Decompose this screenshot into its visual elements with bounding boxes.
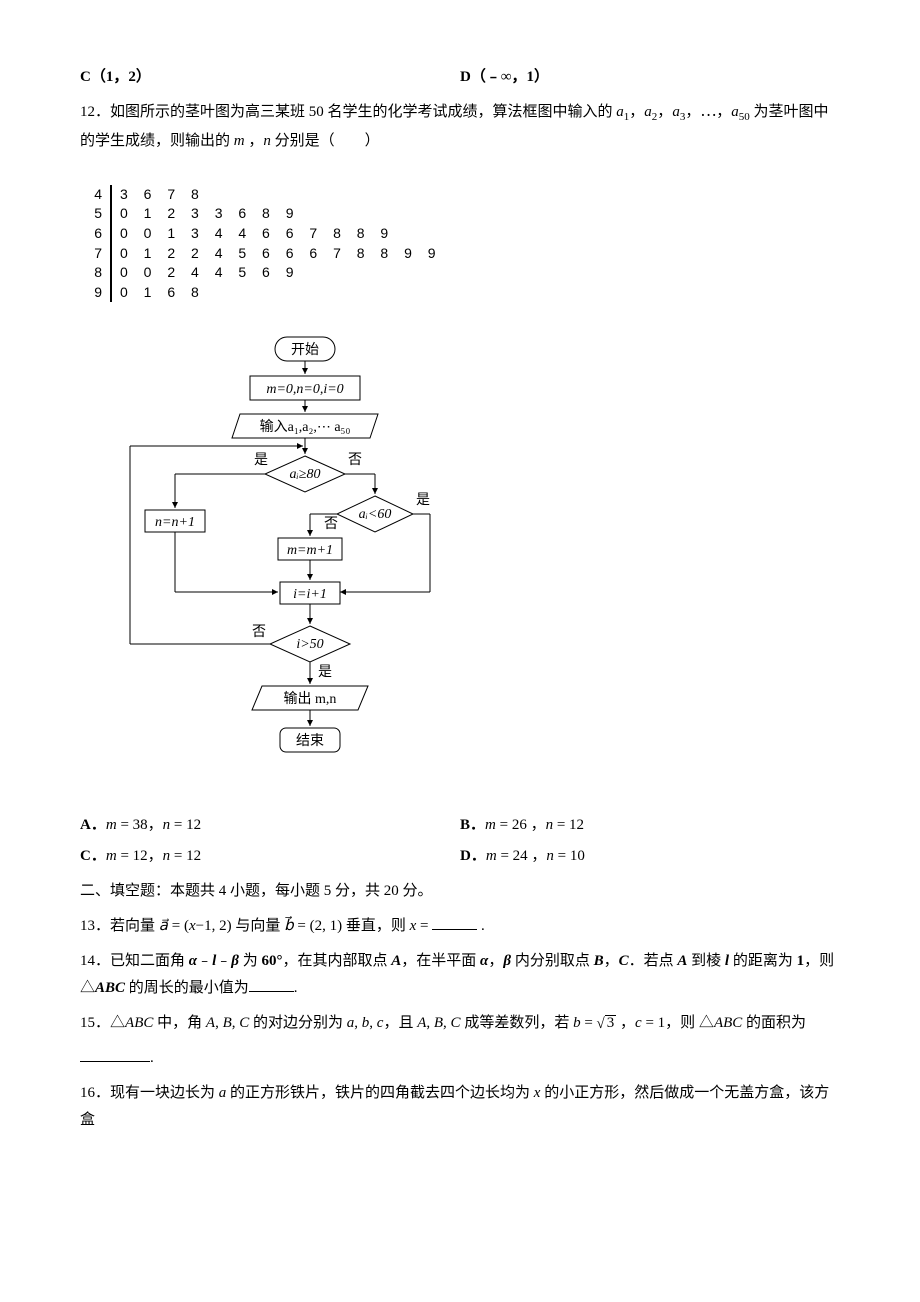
option-label: B． (460, 817, 485, 833)
leaf: 0 1 2 3 3 6 8 9 (112, 204, 300, 224)
q15: 15．△ABC 中，角 A, B, C 的对边分别为 a, b, c，且 A, … (80, 1010, 840, 1037)
q12-options-ab: A．m = 38，n = 12 B．m = 26 ，n = 12 (80, 812, 840, 839)
label-yes: 是 (318, 665, 332, 680)
flow-inc-m: m=m+1 (287, 543, 333, 558)
flow-cond1: aᵢ≥80 (290, 467, 321, 482)
q12-stem: 12．如图所示的茎叶图为高三某班 50 名学生的化学考试成绩，算法框图中输入的 … (80, 99, 840, 155)
flow-cond3: i>50 (296, 637, 323, 652)
q12-option-d: D．m = 24 ，n = 10 (460, 843, 840, 870)
q16-text: 现有一块边长为 a 的正方形铁片，铁片的四角截去四个边长均为 x 的小正方形，然… (80, 1085, 829, 1128)
flow-start: 开始 (291, 342, 319, 358)
option-label: C． (80, 848, 106, 864)
period: . (481, 918, 485, 934)
label-no: 否 (348, 453, 362, 468)
blank (80, 1046, 150, 1062)
q15-number: 15． (80, 1015, 110, 1031)
q11-options-cd: C（1，2） D（﹣∞，1） (80, 64, 840, 91)
q11-option-c: C（1，2） (80, 64, 460, 91)
blank (249, 976, 294, 992)
q16: 16．现有一块边长为 a 的正方形铁片，铁片的四角截去四个边长均为 x 的小正方… (80, 1080, 840, 1134)
stem-leaf-row: 50 1 2 3 3 6 8 9 (80, 204, 840, 224)
flow-inc-n: n=n+1 (155, 515, 195, 530)
period: . (150, 1050, 154, 1066)
section2-title: 二、填空题：本题共 4 小题，每小题 5 分，共 20 分。 (80, 878, 840, 905)
flow-output: 输出 m,n (284, 691, 337, 707)
q11-option-d: D（﹣∞，1） (460, 64, 840, 91)
flow-input: 输入a₁,a₂,⋯ a₅₀ (260, 419, 351, 435)
stem: 5 (80, 204, 112, 224)
stem: 8 (80, 263, 112, 283)
leaf: 0 0 2 4 4 5 6 9 (112, 263, 300, 283)
label-yes: 是 (254, 453, 268, 468)
q12-option-a: A．m = 38，n = 12 (80, 812, 460, 839)
leaf: 0 1 6 8 (112, 283, 205, 303)
option-label: C (80, 69, 91, 85)
q12-number: 12． (80, 104, 110, 120)
flow-init: m=0,n=0,i=0 (266, 382, 343, 397)
leaf: 3 6 7 8 (112, 185, 205, 205)
stem: 7 (80, 244, 112, 264)
stem: 4 (80, 185, 112, 205)
q14-text: 已知二面角 α﹣l﹣β 为 60°，在其内部取点 A，在半平面 α，β 内分别取… (80, 953, 834, 996)
stem: 6 (80, 224, 112, 244)
stem-leaf-plot: 43 6 7 8 50 1 2 3 3 6 8 9 60 0 1 3 4 4 6… (80, 185, 840, 303)
option-text: （1，2） (91, 69, 151, 85)
flow-cond2: aᵢ<60 (359, 507, 392, 522)
option-label: D (460, 69, 471, 85)
sqrt-3: 3 (605, 1015, 617, 1031)
stem-leaf-row: 60 0 1 3 4 4 6 6 7 8 8 9 (80, 224, 840, 244)
q14: 14．已知二面角 α﹣l﹣β 为 60°，在其内部取点 A，在半平面 α，β 内… (80, 948, 840, 1002)
q12-option-c: C．m = 12，n = 12 (80, 843, 460, 870)
stem: 9 (80, 283, 112, 303)
q14-number: 14． (80, 953, 110, 969)
leaf: 0 1 2 2 4 5 6 6 6 7 8 8 9 9 (112, 244, 442, 264)
q12-options-cd: C．m = 12，n = 12 D．m = 24 ，n = 10 (80, 843, 840, 870)
flow-inc-i: i=i+1 (293, 587, 327, 602)
q15-blank-row: . (80, 1045, 840, 1072)
stem-leaf-row: 70 1 2 2 4 5 6 6 6 7 8 8 9 9 (80, 244, 840, 264)
option-label: A． (80, 817, 106, 833)
q12-option-b: B．m = 26 ，n = 12 (460, 812, 840, 839)
q16-number: 16． (80, 1085, 110, 1101)
period: . (294, 980, 298, 996)
stem-leaf-row: 90 1 6 8 (80, 283, 840, 303)
q13-number: 13． (80, 918, 110, 934)
option-label: D． (460, 848, 486, 864)
q12-stem-text: 如图所示的茎叶图为高三某班 50 名学生的化学考试成绩，算法框图中输入的 a1，… (80, 104, 828, 149)
flowchart-svg: 开始 m=0,n=0,i=0 输入a₁,a₂,⋯ a₅₀ aᵢ≥80 是 否 n… (120, 332, 440, 772)
stem-leaf-row: 43 6 7 8 (80, 185, 840, 205)
stem-leaf-row: 80 0 2 4 4 5 6 9 (80, 263, 840, 283)
leaf: 0 0 1 3 4 4 6 6 7 8 8 9 (112, 224, 394, 244)
label-no: 否 (324, 517, 338, 532)
flowchart: 开始 m=0,n=0,i=0 输入a₁,a₂,⋯ a₅₀ aᵢ≥80 是 否 n… (120, 332, 840, 782)
flow-end: 结束 (296, 733, 324, 749)
option-text: （﹣∞，1） (471, 69, 549, 85)
label-no: 否 (252, 625, 266, 640)
label-yes: 是 (416, 493, 430, 508)
blank (432, 914, 477, 930)
q13: 13．若向量 a⃗ = (x−1, 2) 与向量 b⃗ = (2, 1) 垂直，… (80, 913, 840, 940)
